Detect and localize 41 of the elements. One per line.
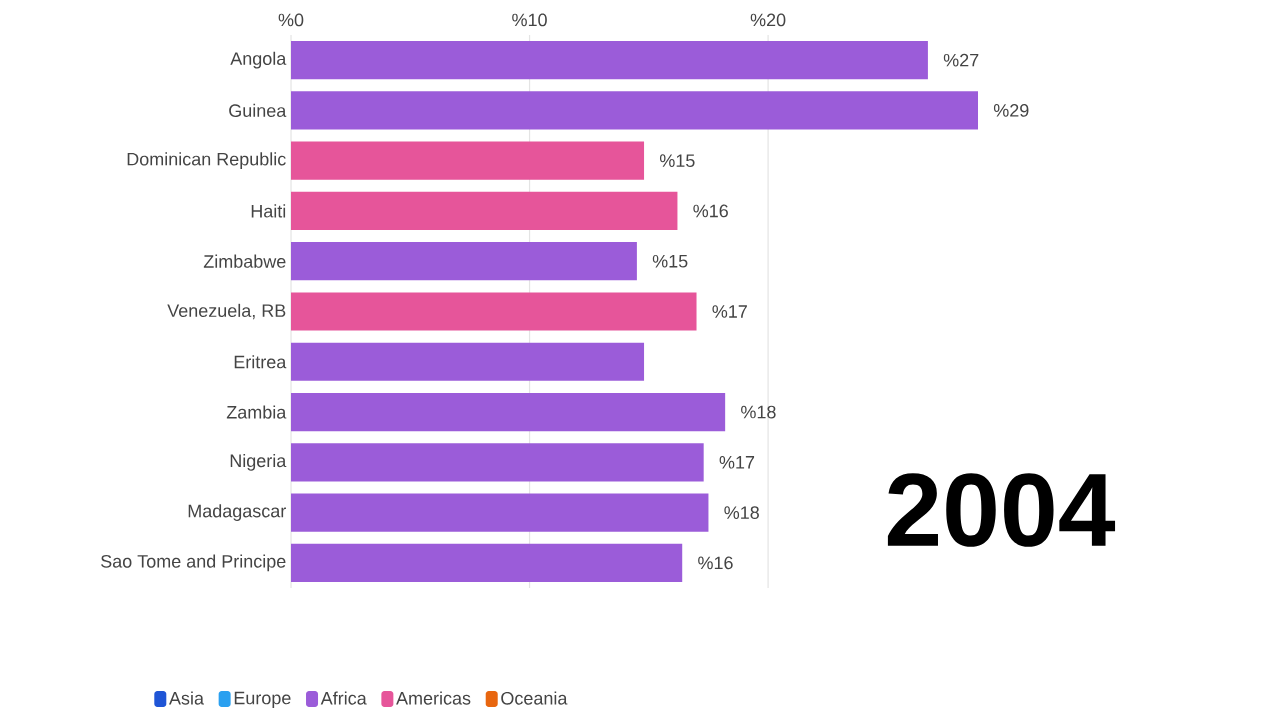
legend-label: Asia xyxy=(169,691,204,705)
data-label: %16 xyxy=(693,204,728,218)
x-tick-label: %20 xyxy=(750,13,786,27)
data-label: %18 xyxy=(741,405,776,419)
bar xyxy=(291,41,928,80)
bar xyxy=(291,91,978,130)
bar xyxy=(291,493,709,532)
bar xyxy=(291,191,678,231)
y-tick-label: Eritrea xyxy=(234,355,287,369)
y-tick-label: Guinea xyxy=(229,103,287,118)
bar xyxy=(291,141,645,180)
y-tick-label: Sao Tome and Principe xyxy=(101,554,286,572)
x-tick-label: %0 xyxy=(278,13,304,27)
y-tick-label: Haiti xyxy=(251,204,286,218)
data-label: %17 xyxy=(712,305,747,318)
data-label: %15 xyxy=(652,254,688,268)
y-tick-label: Venezuela, RB xyxy=(167,303,286,320)
y-tick-label: Zimbabwe xyxy=(203,254,286,268)
y-tick-label: Dominican Republic xyxy=(127,152,286,170)
y-tick-label: Angola xyxy=(230,51,287,69)
legend-label: Americas xyxy=(396,691,471,705)
x-tick-label: %10 xyxy=(512,13,547,27)
data-label: %18 xyxy=(724,506,759,519)
bar xyxy=(291,242,637,281)
data-label: %27 xyxy=(943,53,979,67)
legend-label: Africa xyxy=(320,691,367,705)
legend-label: Oceania xyxy=(501,691,568,705)
bar xyxy=(291,292,697,331)
data-label: %15 xyxy=(659,154,695,167)
bar xyxy=(291,392,726,432)
data-label: %16 xyxy=(698,556,733,570)
y-tick-label: Madagascar xyxy=(188,504,286,521)
y-tick-label: Nigeria xyxy=(230,453,287,471)
y-tick-label: Zambia xyxy=(226,405,287,419)
bar xyxy=(291,443,704,482)
bar xyxy=(291,543,683,582)
data-label: %29 xyxy=(993,104,1029,117)
annotation: 2004 xyxy=(887,473,1116,547)
bar xyxy=(291,342,645,381)
legend-label: Europe xyxy=(234,691,291,708)
data-label: %17 xyxy=(719,456,755,469)
